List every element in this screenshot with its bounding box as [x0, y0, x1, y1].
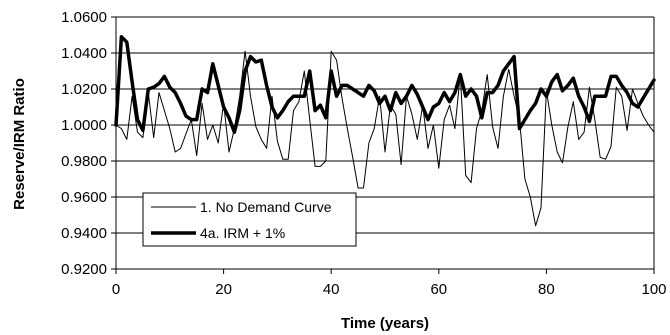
x-tick-label: 60	[430, 281, 447, 298]
y-tick-label: 1.0600	[61, 9, 107, 26]
series-line-no-demand-curve	[115, 50, 655, 227]
x-tick-label: 40	[323, 281, 340, 298]
y-tick-label: 1.0200	[61, 81, 107, 98]
x-tick-label: 20	[215, 281, 232, 298]
series-line-irm-plus-1	[114, 35, 656, 134]
y-tick-label: 0.9400	[61, 225, 107, 242]
x-tick-label: 80	[538, 281, 555, 298]
y-axis-title: Reserve/IRM Ratio	[11, 78, 28, 210]
x-tick-label: 0	[112, 281, 120, 298]
series-layer	[114, 35, 656, 227]
y-tick-label: 0.9200	[61, 261, 107, 278]
legend: 1. No Demand Curve 4a. IRM + 1%	[142, 192, 357, 247]
x-tick-label: 100	[641, 281, 666, 298]
axes	[111, 16, 655, 274]
y-tick-label: 0.9800	[61, 153, 107, 170]
legend-label-irm-plus-1: 4a. IRM + 1%	[200, 225, 285, 241]
legend-box	[142, 192, 357, 247]
tick-labels: 0.9200 0.9400 0.9600 0.9800 1.0000 1.0200 1.04…	[61, 9, 666, 298]
y-tick-label: 0.9600	[61, 189, 107, 206]
legend-label-no-demand-curve: 1. No Demand Curve	[200, 199, 332, 215]
y-tick-label: 1.0000	[61, 117, 107, 134]
x-axis-title: Time (years)	[341, 315, 429, 332]
y-tick-label: 1.0400	[61, 45, 107, 62]
